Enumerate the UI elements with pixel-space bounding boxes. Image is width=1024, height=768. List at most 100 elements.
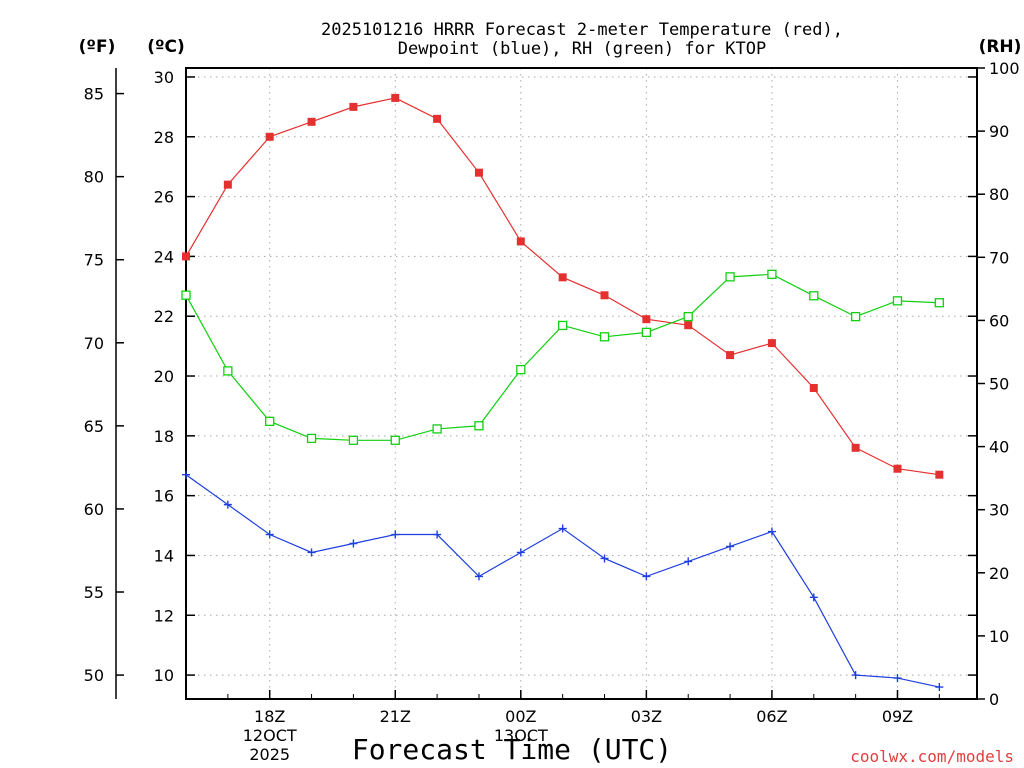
rh-point <box>558 320 568 331</box>
rh-tick-label: 10 <box>989 627 1009 646</box>
rh-tick-label: 0 <box>989 690 999 709</box>
c-tick-label: 28 <box>154 128 174 147</box>
c-tick-label: 16 <box>154 487 174 506</box>
dewpoint-point <box>516 548 525 557</box>
c-tick-label: 24 <box>154 247 174 266</box>
f-tick-label: 80 <box>84 168 104 187</box>
temperature-point <box>726 351 735 360</box>
x-tick-date-label: 12OCT <box>243 726 297 745</box>
f-tick-label: 50 <box>84 666 104 685</box>
chart-title-line2: Dewpoint (blue), RH (green) for KTOP <box>398 39 766 59</box>
rh-tick-label: 70 <box>989 248 1009 267</box>
temperature-point <box>182 252 190 261</box>
celsius-unit-label: (ºC) <box>147 37 185 57</box>
x-tick-label: 03Z <box>631 707 662 726</box>
rh-unit-label: (RH) <box>979 37 1022 57</box>
x-tick-year-label: 2025 <box>249 745 290 764</box>
left-axes: 10 12 14 16 18 20 22 24 26 28 30 50 55 60 65 70 75 80 85 <box>84 68 977 685</box>
c-tick-label: 26 <box>154 188 174 207</box>
plot-frame <box>185 67 978 700</box>
dewpoint-point <box>851 671 860 680</box>
temperature-point <box>433 114 442 123</box>
dewpoint-point <box>600 554 609 563</box>
rh-point <box>474 421 484 431</box>
rh-tick-label: 100 <box>989 59 1020 78</box>
dewpoint-point <box>433 530 442 539</box>
temperature-point <box>516 237 525 246</box>
rh-line <box>185 273 940 441</box>
rh-point <box>767 269 777 279</box>
c-tick-label: 22 <box>154 307 174 326</box>
rh-point <box>516 364 526 375</box>
fahrenheit-unit-label: (ºF) <box>79 37 116 57</box>
dewpoint-point <box>307 548 316 557</box>
f-tick-label: 60 <box>84 500 104 519</box>
temperature-point <box>893 464 902 473</box>
rh-point <box>934 298 944 308</box>
dewpoint-point <box>182 470 190 479</box>
dewpoint-point <box>223 500 232 509</box>
dewpoint-point <box>642 572 651 581</box>
c-tick-label: 20 <box>154 367 174 386</box>
rh-point <box>265 416 275 427</box>
x-tick-label: 00Z <box>505 707 536 726</box>
f-tick-label: 55 <box>84 583 104 602</box>
rh-point <box>892 296 903 306</box>
rh-point <box>181 290 191 300</box>
dewpoint-point <box>391 530 400 539</box>
temperature-point <box>307 117 316 126</box>
x-tick-label: 09Z <box>882 707 913 726</box>
dewpoint-point <box>893 674 902 683</box>
rh-point <box>432 424 442 434</box>
rh-point <box>809 291 819 301</box>
rh-point <box>390 435 400 445</box>
rh-point <box>725 272 735 282</box>
rh-tick-label: 30 <box>989 501 1009 520</box>
temperature-point <box>349 102 358 111</box>
rh-tick-label: 80 <box>989 185 1009 204</box>
temperature-point <box>558 273 567 282</box>
c-tick-label: 14 <box>154 546 174 565</box>
rh-point <box>683 311 693 322</box>
dewpoint-point <box>767 527 776 536</box>
f-tick-label: 85 <box>84 85 104 104</box>
f-tick-label: 70 <box>84 334 104 353</box>
rh-point <box>348 435 359 445</box>
dewpoint-point <box>935 683 944 692</box>
grid <box>186 68 977 699</box>
temperature-point <box>223 180 232 189</box>
temperature-point <box>767 339 776 348</box>
dewpoint-point <box>558 524 567 533</box>
rh-axis: 0 10 20 30 40 50 60 70 80 90 100 <box>977 59 1020 709</box>
temperature-point <box>684 321 693 330</box>
rh-tick-label: 90 <box>989 122 1009 141</box>
temperature-line <box>185 97 940 476</box>
dewpoint-point <box>474 572 483 581</box>
x-tick-label: 21Z <box>380 707 411 726</box>
chart-title-line1: 2025101216 HRRR Forecast 2-meter Tempera… <box>321 20 843 40</box>
x-tick-label: 06Z <box>756 707 787 726</box>
dewpoint-point <box>349 539 358 548</box>
dewpoint-line <box>185 474 940 688</box>
temperature-point <box>474 168 483 177</box>
temperature-point <box>600 291 609 300</box>
temperature-point <box>642 315 651 324</box>
f-tick-label: 65 <box>84 417 104 436</box>
c-tick-label: 10 <box>154 666 174 685</box>
rh-tick-label: 50 <box>989 375 1009 394</box>
x-axis-title: Forecast Time (UTC) <box>352 733 672 766</box>
temperature-point <box>851 443 860 452</box>
c-tick-label: 30 <box>154 68 174 87</box>
rh-point <box>306 433 317 444</box>
temperature-point <box>391 93 400 102</box>
dewpoint-point <box>265 530 274 539</box>
c-tick-label: 12 <box>154 606 174 625</box>
c-tick-label: 18 <box>154 427 174 446</box>
rh-point <box>641 327 652 338</box>
temperature-point <box>935 470 944 479</box>
dewpoint-point <box>684 557 693 566</box>
rh-point <box>223 366 233 376</box>
temperature-point <box>265 132 274 141</box>
rh-point <box>850 311 861 322</box>
